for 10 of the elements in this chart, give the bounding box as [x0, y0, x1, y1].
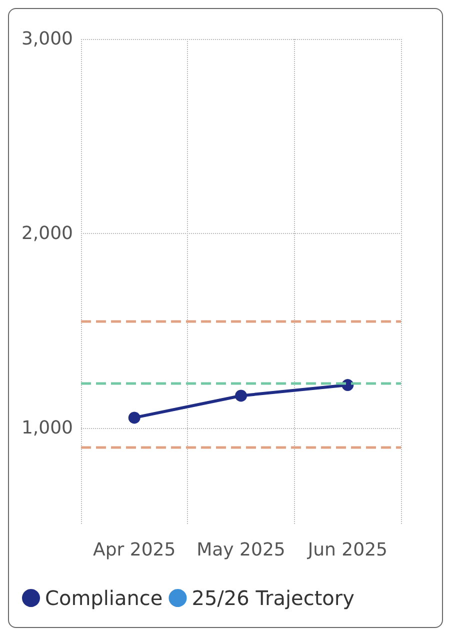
y-tick-label: 2,000 [21, 222, 73, 244]
y-tick-label: 1,000 [21, 417, 73, 438]
point [235, 390, 247, 402]
x-tick-label: May 2025 [196, 540, 286, 560]
x-tick-label: Jun 2025 [306, 540, 388, 560]
point [128, 412, 140, 424]
legend-label: Compliance [45, 586, 163, 610]
x-tick-label: Apr 2025 [92, 540, 176, 560]
y-tick-label: 3,000 [21, 28, 73, 50]
legend-label: 25/26 Trajectory [192, 586, 355, 610]
